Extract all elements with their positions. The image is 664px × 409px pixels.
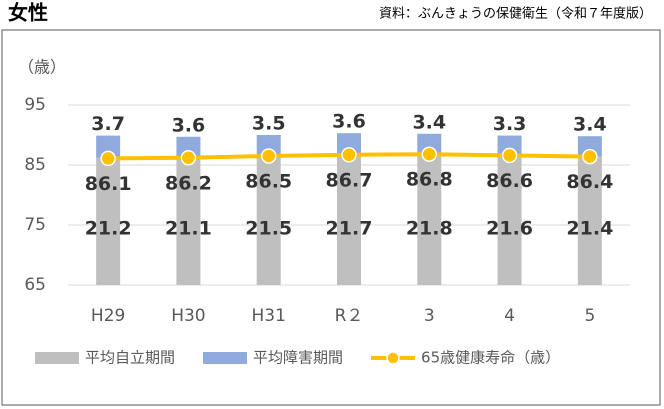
bar-segment [417, 154, 442, 285]
data-label: 21.4 [566, 218, 613, 240]
data-label: 3.7 [91, 113, 125, 135]
y-tick-label: 75 [24, 215, 46, 235]
bar-segment [256, 156, 281, 285]
y-tick-label: 85 [24, 155, 46, 175]
data-label: 86.6 [486, 170, 533, 192]
data-label: 21.1 [165, 218, 212, 240]
line-marker [582, 148, 598, 165]
line-marker [260, 148, 277, 164]
x-tick-label: 4 [504, 306, 515, 326]
data-label: 86.8 [406, 169, 453, 191]
bar-segment [96, 135, 121, 158]
bar-segment [337, 133, 361, 155]
bar-segment [337, 154, 361, 285]
bar-segment [577, 156, 602, 285]
data-label: 86.4 [566, 171, 613, 193]
bar-segment [417, 133, 442, 155]
line-marker [501, 147, 518, 164]
data-label: 86.7 [326, 169, 373, 191]
x-tick-label: 3 [424, 306, 435, 326]
line-marker [100, 150, 116, 167]
legend-label: 65歳健康寿命（歳） [421, 349, 560, 367]
legend-marker [386, 351, 400, 365]
bar-segment [176, 158, 201, 285]
legend-label: 平均自立期間 [85, 349, 175, 367]
data-label: 3.5 [252, 113, 286, 135]
line-marker [421, 146, 438, 162]
data-label: 86.5 [245, 171, 292, 193]
data-label: 21.6 [486, 218, 533, 240]
legend-label: 平均障害期間 [253, 349, 343, 367]
data-label: 21.8 [406, 218, 453, 240]
bar-segment [577, 136, 602, 157]
x-tick-label: H30 [171, 306, 205, 326]
data-label: 3.4 [573, 114, 607, 136]
data-label: 3.4 [412, 111, 446, 133]
x-tick-label: H29 [91, 306, 125, 326]
chart-border [1, 29, 661, 406]
x-tick-label: 5 [584, 306, 595, 326]
data-label: 21.5 [245, 218, 292, 240]
bar-segment [497, 155, 522, 285]
data-label: 86.2 [165, 172, 212, 194]
y-tick-label: 95 [24, 95, 46, 115]
y-tick-label: 65 [24, 275, 46, 295]
data-label: 3.6 [172, 114, 206, 136]
data-label: 21.7 [326, 218, 373, 240]
data-label: 3.6 [332, 111, 366, 133]
x-tick-label: R２ [335, 306, 364, 326]
bar-segment [96, 157, 121, 285]
legend-swatch [203, 352, 248, 364]
line-marker [180, 150, 197, 166]
source: 資料：ぶんきょうの保健衛生（令和７年度版） [379, 6, 652, 22]
chart-title: 女性 [8, 1, 48, 25]
bar-segment [497, 135, 522, 156]
data-label: 21.2 [85, 218, 132, 240]
line-marker [341, 147, 357, 163]
y-axis-label: （歳） [18, 58, 66, 77]
x-tick-label: H31 [252, 306, 286, 326]
legend-swatch [35, 352, 79, 364]
data-label: 3.3 [493, 113, 527, 135]
data-label: 86.1 [85, 173, 132, 195]
bar-segment [256, 135, 281, 156]
